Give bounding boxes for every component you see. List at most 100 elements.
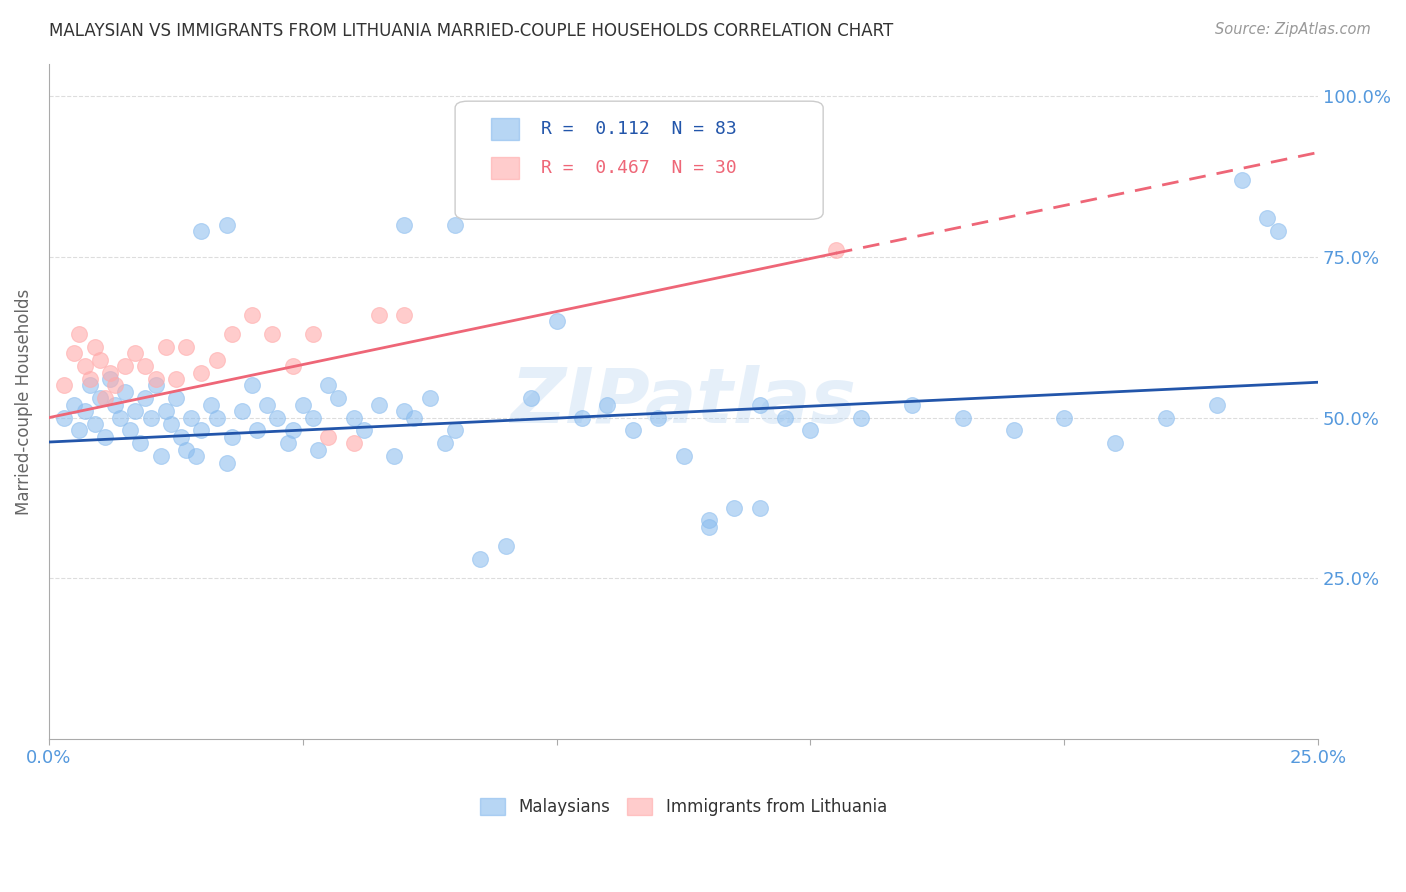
Point	[149, 449, 172, 463]
Point	[353, 424, 375, 438]
Point	[67, 326, 90, 341]
Point	[433, 436, 456, 450]
Point	[200, 398, 222, 412]
Point	[281, 359, 304, 374]
Point	[180, 410, 202, 425]
Text: R =  0.467  N = 30: R = 0.467 N = 30	[541, 159, 737, 177]
Point	[221, 430, 243, 444]
Point	[1002, 424, 1025, 438]
Point	[266, 410, 288, 425]
Point	[697, 513, 720, 527]
Point	[281, 424, 304, 438]
Point	[170, 430, 193, 444]
Point	[104, 378, 127, 392]
Point	[851, 410, 873, 425]
FancyBboxPatch shape	[456, 101, 823, 219]
Text: R =  0.112  N = 83: R = 0.112 N = 83	[541, 120, 737, 138]
Point	[952, 410, 974, 425]
Point	[165, 392, 187, 406]
Point	[470, 552, 492, 566]
Point	[89, 392, 111, 406]
Point	[404, 410, 426, 425]
Point	[262, 326, 284, 341]
Point	[240, 308, 263, 322]
Point	[145, 372, 167, 386]
Point	[215, 218, 238, 232]
Point	[53, 378, 76, 392]
Point	[73, 404, 96, 418]
Point	[67, 424, 90, 438]
Point	[174, 442, 197, 457]
Point	[1230, 173, 1253, 187]
Point	[672, 449, 695, 463]
Point	[120, 424, 142, 438]
Point	[221, 326, 243, 341]
Text: MALAYSIAN VS IMMIGRANTS FROM LITHUANIA MARRIED-COUPLE HOUSEHOLDS CORRELATION CHA: MALAYSIAN VS IMMIGRANTS FROM LITHUANIA M…	[49, 22, 893, 40]
Text: Source: ZipAtlas.com: Source: ZipAtlas.com	[1215, 22, 1371, 37]
Point	[723, 500, 745, 515]
Point	[901, 398, 924, 412]
Point	[79, 372, 101, 386]
Point	[571, 410, 593, 425]
Point	[328, 392, 350, 406]
Point	[302, 326, 325, 341]
Point	[63, 346, 86, 360]
Point	[495, 539, 517, 553]
Point	[139, 410, 162, 425]
Point	[316, 378, 339, 392]
Point	[215, 456, 238, 470]
Text: ZIPatlas: ZIPatlas	[510, 365, 856, 439]
Point	[342, 436, 364, 450]
Point	[104, 398, 127, 412]
Point	[520, 392, 543, 406]
Point	[368, 398, 391, 412]
Point	[79, 378, 101, 392]
Point	[1053, 410, 1076, 425]
Point	[546, 314, 568, 328]
Point	[307, 442, 329, 457]
Point	[124, 346, 146, 360]
Point	[277, 436, 299, 450]
FancyBboxPatch shape	[491, 156, 519, 178]
Point	[134, 359, 156, 374]
Point	[94, 392, 117, 406]
Point	[342, 410, 364, 425]
Point	[394, 308, 416, 322]
Point	[114, 359, 136, 374]
Point	[89, 352, 111, 367]
Point	[108, 410, 131, 425]
Point	[444, 218, 467, 232]
Point	[134, 392, 156, 406]
Point	[256, 398, 278, 412]
Point	[697, 520, 720, 534]
Point	[1267, 224, 1289, 238]
Point	[231, 404, 253, 418]
Point	[824, 244, 846, 258]
FancyBboxPatch shape	[491, 118, 519, 140]
Point	[190, 424, 212, 438]
Point	[382, 449, 405, 463]
Point	[316, 430, 339, 444]
Point	[394, 218, 416, 232]
Point	[240, 378, 263, 392]
Point	[621, 424, 644, 438]
Point	[186, 449, 208, 463]
Point	[1104, 436, 1126, 450]
Point	[748, 398, 770, 412]
Point	[159, 417, 181, 431]
Point	[73, 359, 96, 374]
Point	[1154, 410, 1177, 425]
Point	[394, 404, 416, 418]
Point	[246, 424, 269, 438]
Point	[190, 366, 212, 380]
Point	[596, 398, 619, 412]
Point	[205, 352, 228, 367]
Legend: Malaysians, Immigrants from Lithuania: Malaysians, Immigrants from Lithuania	[474, 791, 893, 822]
Point	[419, 392, 441, 406]
Point	[124, 404, 146, 418]
Point	[302, 410, 325, 425]
Point	[190, 224, 212, 238]
Point	[773, 410, 796, 425]
Point	[165, 372, 187, 386]
Point	[83, 417, 105, 431]
